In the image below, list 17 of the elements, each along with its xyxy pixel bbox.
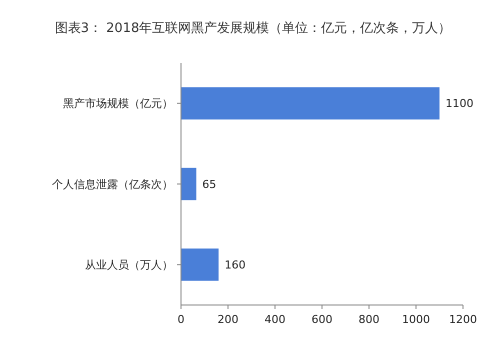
- x-tick-label: 1200: [449, 313, 477, 326]
- bar: [181, 87, 440, 120]
- x-tick-label: 600: [312, 313, 332, 326]
- x-tick-label: 0: [178, 313, 184, 326]
- data-label: 160: [224, 258, 246, 272]
- bar: [181, 168, 196, 200]
- y-tick-label: 从业人员（万人）: [85, 258, 173, 272]
- chart-title: 图表3： 2018年互联网黑产发展规模（单位：亿元，亿次条，万人）: [54, 21, 452, 36]
- data-label: 65: [202, 178, 216, 191]
- x-tick-label: 800: [358, 313, 380, 326]
- data-label: 1100: [446, 97, 474, 110]
- x-tick-label: 200: [218, 313, 238, 326]
- y-tick-label: 黑产市场规模（亿元）: [63, 97, 173, 110]
- x-tick-label: 1000: [402, 313, 430, 326]
- bar: [181, 248, 219, 281]
- y-tick-label: 个人信息泄露（亿条次）: [52, 178, 173, 191]
- x-tick-label: 400: [264, 313, 286, 326]
